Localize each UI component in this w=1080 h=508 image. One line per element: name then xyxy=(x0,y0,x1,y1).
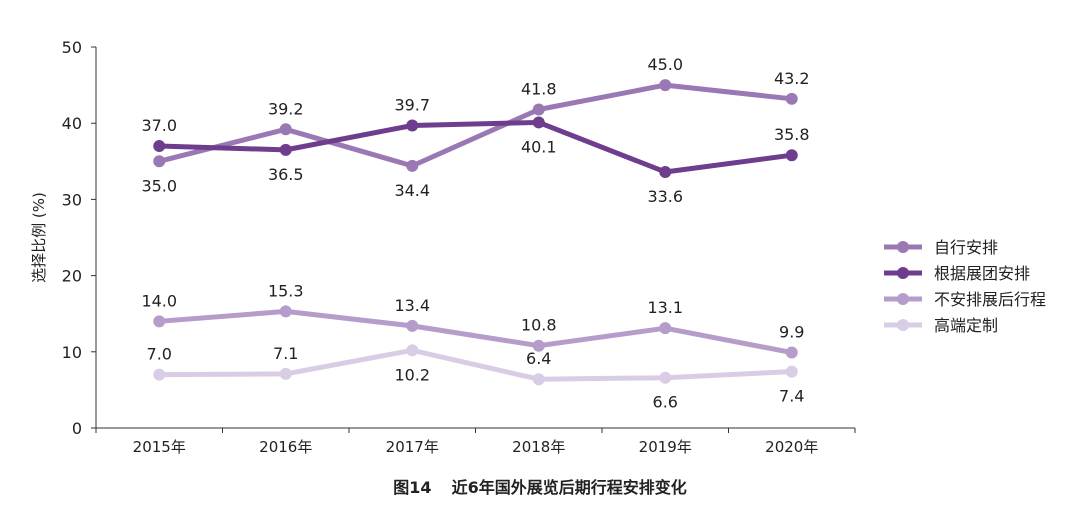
data-label: 37.0 xyxy=(141,116,177,135)
data-label: 10.8 xyxy=(521,316,557,335)
data-point xyxy=(279,305,292,318)
series-line-2 xyxy=(159,308,793,356)
data-point xyxy=(532,116,545,129)
data-label: 34.4 xyxy=(394,181,430,200)
y-tick-label: 50 xyxy=(62,38,82,57)
data-point xyxy=(659,322,672,335)
series-line-3 xyxy=(159,347,792,382)
y-tick-label: 20 xyxy=(62,267,82,286)
legend-marker xyxy=(897,293,909,305)
data-label: 39.2 xyxy=(268,99,304,118)
data-point xyxy=(406,119,419,132)
data-point xyxy=(153,315,166,328)
data-point xyxy=(785,149,798,162)
y-tick-label: 40 xyxy=(62,114,82,133)
data-label: 41.8 xyxy=(521,79,557,98)
data-point xyxy=(279,143,292,156)
legend-marker xyxy=(897,319,909,331)
data-label: 13.4 xyxy=(394,296,430,315)
data-point xyxy=(785,92,798,105)
data-label: 6.4 xyxy=(526,349,551,368)
data-point xyxy=(406,159,419,172)
legend-marker xyxy=(897,241,909,253)
data-label: 10.2 xyxy=(394,365,430,384)
data-label: 15.3 xyxy=(268,281,304,300)
x-tick-label: 2018年 xyxy=(512,438,565,456)
data-point xyxy=(153,140,166,153)
legend-label: 根据展团安排 xyxy=(934,264,1030,283)
data-point xyxy=(279,367,292,380)
data-label: 6.6 xyxy=(653,393,678,412)
data-label: 35.8 xyxy=(774,125,810,144)
data-label: 14.0 xyxy=(141,291,177,310)
data-point xyxy=(659,79,672,92)
line-chart: 0 10 20 30 40 50 2015年 2016年 2017年 2018年 2019年 2020… xyxy=(30,38,1046,456)
data-point xyxy=(153,368,166,381)
data-label: 40.1 xyxy=(521,137,557,156)
data-label: 39.7 xyxy=(394,95,430,114)
data-point xyxy=(785,346,798,359)
data-label: 45.0 xyxy=(647,55,683,74)
x-tick-label: 2017年 xyxy=(386,438,439,456)
data-label: 43.2 xyxy=(774,69,810,88)
data-point xyxy=(406,344,419,357)
data-label: 7.4 xyxy=(779,387,804,406)
y-tick-label: 10 xyxy=(62,343,82,362)
x-tick-label: 2020年 xyxy=(765,438,818,456)
x-tick-label: 2016年 xyxy=(259,438,312,456)
data-point xyxy=(279,123,292,136)
data-label: 13.1 xyxy=(647,298,683,317)
y-tick-label: 30 xyxy=(62,190,82,209)
legend-label: 高端定制 xyxy=(934,316,998,335)
caption-text: 近6年国外展览后期行程安排变化 xyxy=(451,478,687,497)
y-axis-label: 选择比例 (%) xyxy=(30,192,48,283)
data-label: 7.1 xyxy=(273,344,298,363)
data-label: 35.0 xyxy=(141,176,177,195)
legend-marker xyxy=(897,267,909,279)
legend-label: 不安排展后行程 xyxy=(934,290,1046,309)
data-label: 7.0 xyxy=(147,345,172,364)
y-tick-label: 0 xyxy=(72,419,82,438)
legend-label: 自行安排 xyxy=(934,238,998,257)
x-tick-label: 2015年 xyxy=(133,438,186,456)
data-point xyxy=(406,319,419,332)
data-point xyxy=(532,103,545,116)
figure-caption: 图14 近6年国外展览后期行程安排变化 xyxy=(0,474,1080,498)
data-label: 33.6 xyxy=(647,187,683,206)
data-point xyxy=(153,155,166,168)
data-label: 9.9 xyxy=(779,323,804,342)
data-point xyxy=(785,365,798,378)
data-label: 36.5 xyxy=(268,165,304,184)
x-tick-label: 2019年 xyxy=(639,438,692,456)
series-line-1 xyxy=(159,119,793,175)
series-line-0 xyxy=(158,82,793,169)
data-point xyxy=(659,165,672,178)
data-point xyxy=(659,371,672,384)
data-point xyxy=(532,373,545,386)
data-point xyxy=(532,339,545,352)
caption-number: 图14 xyxy=(393,478,432,497)
